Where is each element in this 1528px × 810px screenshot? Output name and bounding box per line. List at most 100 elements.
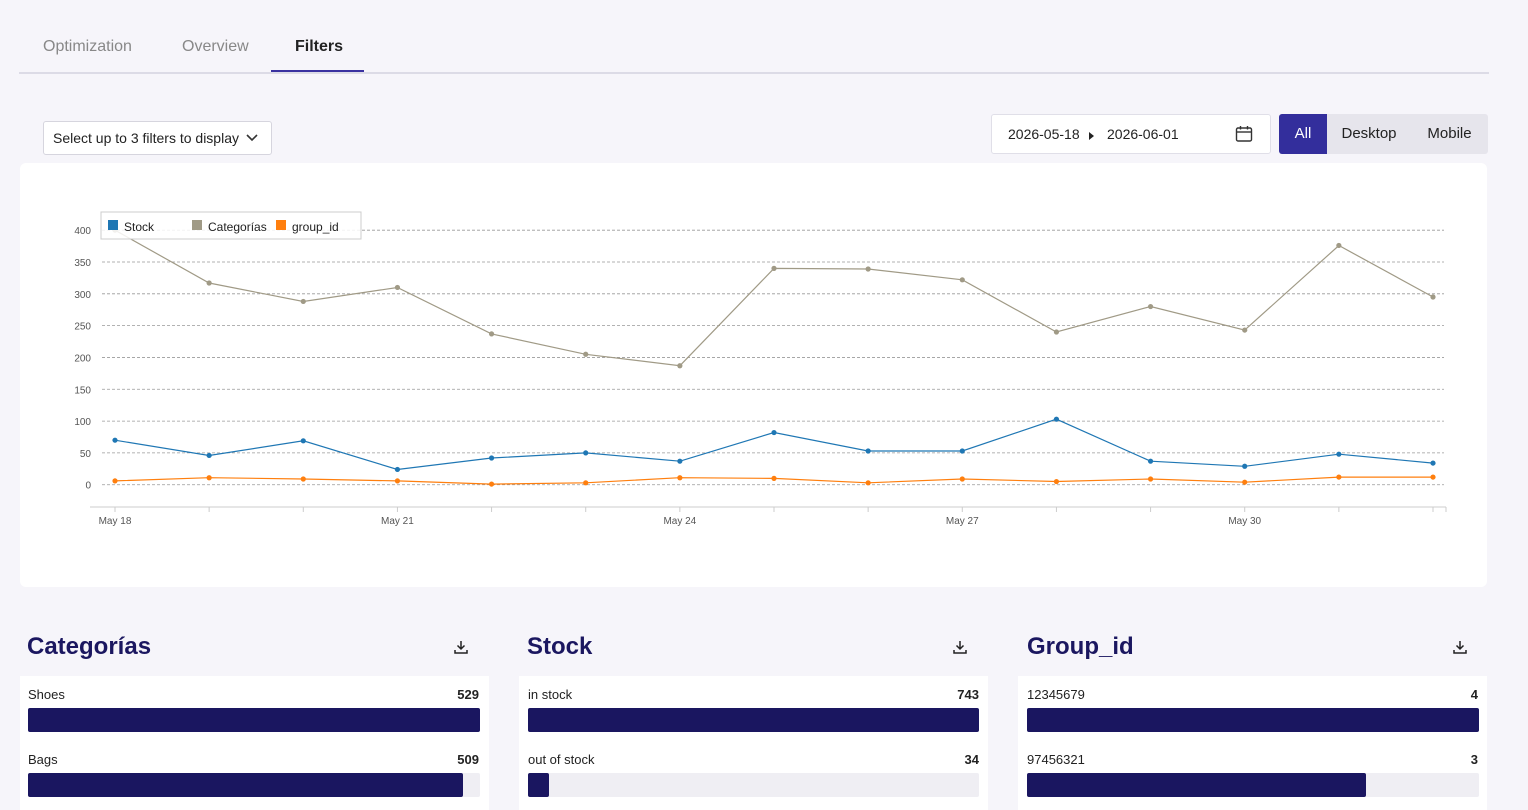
data-point bbox=[771, 265, 777, 271]
tab-optimization[interactable]: Optimization bbox=[43, 38, 132, 55]
data-point bbox=[300, 298, 306, 305]
legend-label: Stock bbox=[124, 220, 155, 234]
row-value: 34 bbox=[964, 752, 979, 767]
data-point bbox=[1053, 329, 1060, 335]
y-tick-label: 200 bbox=[74, 353, 91, 364]
legend-swatch bbox=[192, 220, 202, 230]
row-value: 4 bbox=[1470, 687, 1478, 702]
data-point bbox=[206, 452, 212, 459]
chevron-down-icon bbox=[245, 130, 259, 147]
row-value: 529 bbox=[457, 687, 479, 702]
group-id-panel: 12345679 4 97456321 3 bbox=[1018, 676, 1487, 810]
data-point bbox=[677, 458, 683, 464]
data-point bbox=[583, 450, 589, 456]
legend-swatch bbox=[108, 220, 118, 230]
bar-track bbox=[1027, 773, 1479, 797]
download-icon[interactable] bbox=[453, 639, 469, 660]
data-point bbox=[1242, 463, 1248, 469]
date-end[interactable]: 2026-06-01 bbox=[1107, 126, 1179, 142]
bar-track bbox=[28, 708, 480, 732]
filter-select-label: Select up to 3 filters to display bbox=[53, 130, 239, 146]
x-tick-label: May 27 bbox=[946, 516, 979, 527]
line-chart: 0 50 100 150 200 250 300 350 400 May 18 May 21 May … bbox=[74, 211, 1447, 527]
data-point bbox=[206, 280, 212, 286]
data-point bbox=[677, 363, 683, 369]
data-point bbox=[1053, 416, 1060, 422]
bar-fill bbox=[1027, 773, 1366, 797]
legend-label: group_id bbox=[292, 220, 339, 234]
data-point bbox=[959, 277, 965, 283]
series-line bbox=[114, 229, 1434, 367]
filter-select-dropdown[interactable]: Select up to 3 filters to display bbox=[43, 121, 272, 155]
data-point bbox=[583, 480, 589, 486]
data-point bbox=[1336, 451, 1342, 457]
y-tick-label: 150 bbox=[74, 385, 91, 396]
date-range-picker[interactable]: 2026-05-18 2026-06-01 bbox=[991, 114, 1271, 154]
tab-bar: Optimization Overview Filters bbox=[19, 0, 1489, 74]
bar-fill bbox=[1027, 708, 1479, 732]
bar-track bbox=[28, 773, 480, 797]
bar-fill bbox=[528, 773, 549, 797]
row-label: Bags bbox=[28, 752, 58, 767]
data-point bbox=[1242, 479, 1248, 485]
data-point bbox=[1430, 474, 1436, 480]
y-tick-label: 100 bbox=[74, 417, 91, 428]
device-toggle: All Desktop Mobile bbox=[1279, 114, 1488, 154]
toggle-mobile[interactable]: Mobile bbox=[1427, 125, 1472, 142]
x-tick-label: May 18 bbox=[99, 516, 132, 527]
chart-card: 0 50 100 150 200 250 300 350 400 May 18 May 21 May … bbox=[20, 163, 1487, 587]
data-point bbox=[488, 455, 495, 461]
data-point bbox=[865, 480, 871, 486]
date-start[interactable]: 2026-05-18 bbox=[1008, 126, 1080, 142]
toggle-desktop[interactable]: Desktop bbox=[1341, 125, 1397, 142]
card-title-stock: Stock bbox=[527, 633, 593, 660]
download-icon[interactable] bbox=[952, 639, 968, 660]
data-point bbox=[300, 476, 306, 482]
row-label: 97456321 bbox=[1027, 752, 1085, 767]
calendar-icon[interactable] bbox=[1235, 125, 1253, 146]
y-tick-label: 50 bbox=[80, 449, 92, 460]
active-tab-indicator bbox=[271, 70, 364, 72]
bar-track bbox=[528, 773, 979, 797]
data-point bbox=[112, 478, 118, 484]
row-label: 12345679 bbox=[1027, 687, 1085, 702]
data-point bbox=[1242, 327, 1248, 333]
legend-label: Categorías bbox=[208, 220, 267, 234]
row-label: Shoes bbox=[28, 687, 65, 702]
row-value: 509 bbox=[457, 752, 479, 767]
stock-panel: in stock 743 out of stock 34 bbox=[519, 676, 988, 810]
bar-track bbox=[528, 708, 979, 732]
data-point bbox=[112, 437, 118, 443]
x-tick-label: May 21 bbox=[381, 516, 414, 527]
download-icon[interactable] bbox=[1452, 639, 1468, 660]
data-point bbox=[488, 481, 495, 487]
toggle-all[interactable]: All bbox=[1279, 114, 1327, 154]
y-tick-label: 400 bbox=[74, 226, 91, 237]
data-point bbox=[1336, 242, 1342, 249]
data-point bbox=[1147, 303, 1154, 310]
data-point bbox=[394, 466, 401, 473]
data-point bbox=[771, 429, 777, 436]
data-point bbox=[488, 331, 495, 337]
y-tick-label: 250 bbox=[74, 322, 91, 333]
categorias-panel: Shoes 529 Bags 509 bbox=[20, 676, 489, 810]
tab-filters[interactable]: Filters bbox=[295, 38, 344, 55]
y-tick-label: 350 bbox=[74, 258, 91, 269]
data-point bbox=[1147, 476, 1154, 482]
x-tick-label: May 30 bbox=[1228, 516, 1261, 527]
data-point bbox=[771, 475, 777, 481]
card-title-categorias: Categorías bbox=[27, 633, 152, 660]
x-tick-label: May 24 bbox=[663, 516, 696, 527]
data-point bbox=[865, 266, 871, 272]
data-point bbox=[1147, 458, 1154, 464]
data-point bbox=[1430, 294, 1436, 300]
bar-fill bbox=[28, 773, 463, 797]
tab-overview[interactable]: Overview bbox=[182, 38, 249, 55]
data-point bbox=[1430, 460, 1436, 466]
data-point bbox=[300, 438, 306, 444]
data-point bbox=[583, 351, 589, 357]
bar-fill bbox=[28, 708, 480, 732]
data-point bbox=[394, 478, 401, 484]
row-label: out of stock bbox=[528, 752, 595, 767]
card-title-group-id: Group_id bbox=[1027, 633, 1134, 660]
